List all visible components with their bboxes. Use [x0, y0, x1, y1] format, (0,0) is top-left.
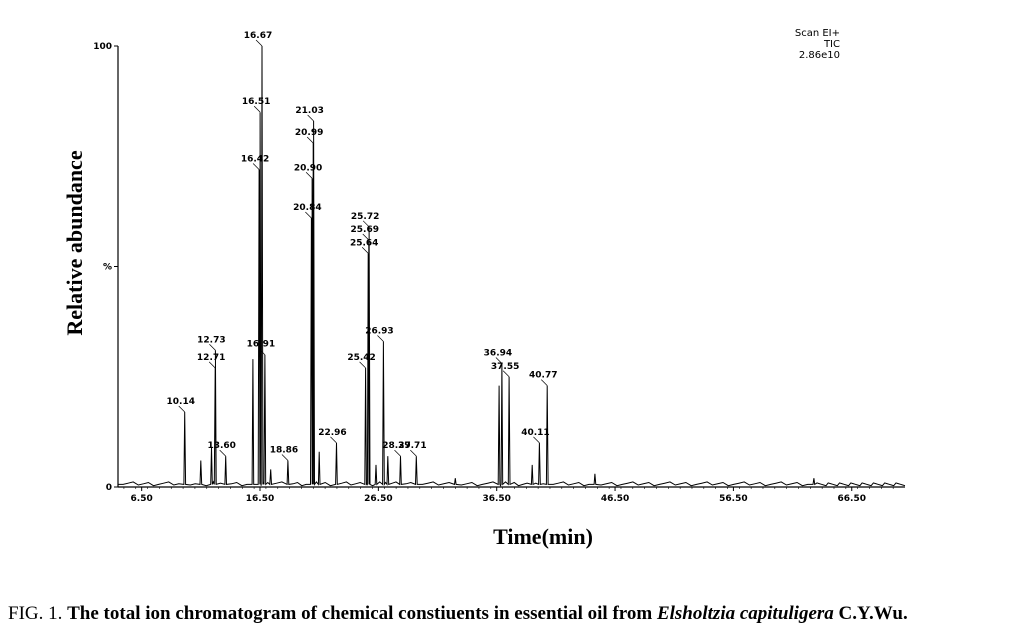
peak-label: 20.84: [293, 203, 321, 213]
peak-leader-line: [377, 335, 384, 342]
y-tick-label: 100: [93, 42, 112, 52]
peak-label: 37.55: [491, 362, 519, 372]
y-axis-label: Relative abundance: [62, 150, 87, 335]
peak-label: 12.73: [197, 335, 225, 345]
peak-label: 20.90: [294, 163, 322, 173]
scan-type: TIC: [823, 39, 840, 50]
caption-prefix: FIG. 1.: [8, 603, 68, 624]
peak-leader-line: [306, 136, 314, 144]
peak-leader-line: [219, 449, 226, 457]
peak-labels: 10.14 12.71 12.73 13.60 16.42 16.51 16.67 16.91…: [167, 31, 557, 461]
peak-leader-line: [252, 163, 260, 170]
scan-info: Scan EI+ TIC 2.86e10: [795, 28, 840, 61]
peak-label: 25.64: [350, 238, 378, 248]
peak-leader-line: [502, 370, 510, 377]
peak-leader-line: [359, 361, 366, 369]
peak-label: 10.14: [167, 397, 195, 407]
y-tick-label: %: [103, 263, 112, 273]
peak-leader-line: [178, 405, 185, 413]
caption-bold-text: The total ion chromatogram of chemical c…: [67, 603, 657, 624]
peak-leader-line: [209, 344, 216, 351]
caption-suffix: C.Y.Wu.: [833, 603, 908, 624]
x-axis-label: Time(min): [493, 524, 593, 549]
peak-label: 22.96: [318, 428, 346, 438]
peak-leader-line: [540, 379, 548, 386]
scan-intensity: 2.86e10: [799, 50, 840, 61]
peak-label: 25.42: [347, 353, 375, 363]
peak-leader-line: [533, 436, 540, 444]
peak-leader-line: [330, 436, 337, 444]
x-ticks: 6.50 16.50 26.50 36.50 46.50 56.50 66.50: [123, 487, 894, 504]
peak-leader-line: [258, 348, 266, 355]
peak-leader-line: [495, 357, 503, 364]
peak-label: 25.72: [351, 212, 379, 222]
peak-leader-line: [362, 233, 370, 241]
peak-label: 12.71: [197, 353, 225, 363]
x-tick-label: 56.50: [719, 494, 747, 504]
peak-leader-line: [362, 220, 370, 228]
peak-label: 40.11: [521, 428, 549, 438]
x-tick-label: 6.50: [131, 494, 153, 504]
figure-caption: FIG. 1. The total ion chromatogram of ch…: [8, 603, 1018, 625]
peak-label: 16.51: [242, 97, 270, 107]
x-tick-label: 16.50: [246, 494, 274, 504]
peak-label: 18.86: [270, 446, 298, 456]
peak-label: 21.03: [295, 106, 323, 116]
tic-trace: [118, 45, 906, 487]
peak-label: 29.71: [398, 441, 426, 451]
peak-label: 13.60: [207, 441, 235, 451]
peak-label: 40.77: [529, 371, 557, 381]
x-tick-label: 26.50: [364, 494, 392, 504]
peak-label: 16.67: [244, 31, 272, 41]
peak-label: 26.93: [365, 326, 393, 336]
x-tick-label: 66.50: [838, 494, 866, 504]
peak-label: 16.91: [247, 340, 275, 350]
x-tick-label: 36.50: [482, 494, 510, 504]
peak-leader-line: [253, 105, 261, 113]
peak-leader-line: [361, 247, 369, 254]
peak-leader-line: [208, 361, 216, 369]
y-tick-label: 0: [106, 483, 112, 493]
caption-species: Elsholtzia capituligera: [656, 603, 834, 624]
peak-leader-line: [410, 449, 417, 457]
x-tick-label: 46.50: [601, 494, 629, 504]
axes: [117, 46, 905, 488]
peak-leader-line: [255, 39, 263, 47]
scan-mode: Scan EI+: [795, 28, 840, 39]
peak-leader-line: [281, 454, 289, 461]
peak-leader-line: [305, 172, 313, 179]
peak-leader-line: [394, 449, 401, 457]
peak-label: 36.94: [484, 349, 512, 359]
y-ticks: 0% 100: [93, 42, 118, 493]
peak-label: 25.69: [351, 225, 379, 235]
peak-label: 20.99: [295, 128, 323, 138]
peak-leader-line: [305, 211, 312, 219]
peak-label: 28.37: [382, 441, 410, 451]
peak-leader-line: [307, 114, 314, 122]
peak-label: 16.42: [241, 154, 269, 164]
